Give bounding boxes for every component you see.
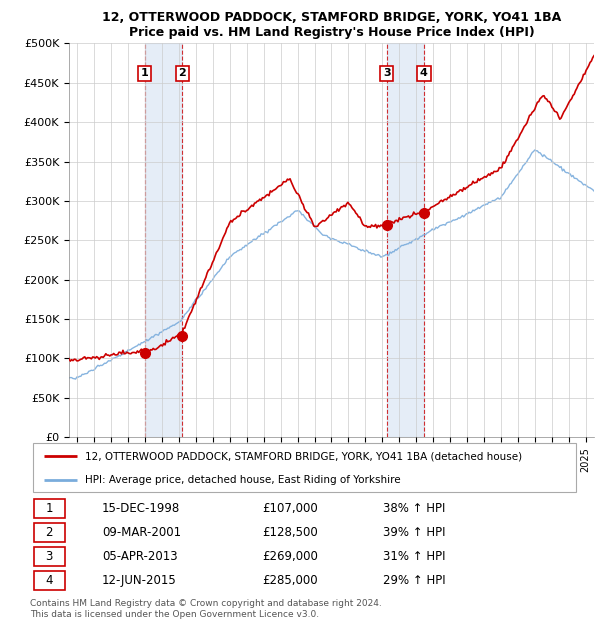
FancyBboxPatch shape — [34, 523, 65, 542]
Text: 3: 3 — [46, 550, 53, 563]
Text: £285,000: £285,000 — [262, 574, 317, 587]
Text: 38% ↑ HPI: 38% ↑ HPI — [383, 502, 446, 515]
Text: 2: 2 — [178, 68, 186, 78]
Text: 3: 3 — [383, 68, 391, 78]
Text: £128,500: £128,500 — [262, 526, 317, 539]
FancyBboxPatch shape — [34, 547, 65, 566]
Text: 15-DEC-1998: 15-DEC-1998 — [102, 502, 180, 515]
Text: 1: 1 — [46, 502, 53, 515]
Text: £107,000: £107,000 — [262, 502, 317, 515]
Text: Contains HM Land Registry data © Crown copyright and database right 2024.
This d: Contains HM Land Registry data © Crown c… — [30, 600, 382, 619]
Title: 12, OTTERWOOD PADDOCK, STAMFORD BRIDGE, YORK, YO41 1BA
Price paid vs. HM Land Re: 12, OTTERWOOD PADDOCK, STAMFORD BRIDGE, … — [102, 11, 561, 40]
FancyBboxPatch shape — [34, 500, 65, 518]
FancyBboxPatch shape — [33, 443, 577, 492]
Text: 31% ↑ HPI: 31% ↑ HPI — [383, 550, 446, 563]
Text: 12-JUN-2015: 12-JUN-2015 — [102, 574, 176, 587]
Text: 4: 4 — [46, 574, 53, 587]
Text: 12, OTTERWOOD PADDOCK, STAMFORD BRIDGE, YORK, YO41 1BA (detached house): 12, OTTERWOOD PADDOCK, STAMFORD BRIDGE, … — [85, 451, 523, 461]
Text: 29% ↑ HPI: 29% ↑ HPI — [383, 574, 446, 587]
Bar — [145, 43, 182, 437]
Text: HPI: Average price, detached house, East Riding of Yorkshire: HPI: Average price, detached house, East… — [85, 475, 401, 485]
Bar — [387, 43, 424, 437]
FancyBboxPatch shape — [34, 571, 65, 590]
Text: 05-APR-2013: 05-APR-2013 — [102, 550, 178, 563]
Text: 1: 1 — [140, 68, 148, 78]
Text: 2: 2 — [46, 526, 53, 539]
Text: 4: 4 — [420, 68, 428, 78]
Text: £269,000: £269,000 — [262, 550, 318, 563]
Text: 39% ↑ HPI: 39% ↑ HPI — [383, 526, 446, 539]
Text: 09-MAR-2001: 09-MAR-2001 — [102, 526, 181, 539]
